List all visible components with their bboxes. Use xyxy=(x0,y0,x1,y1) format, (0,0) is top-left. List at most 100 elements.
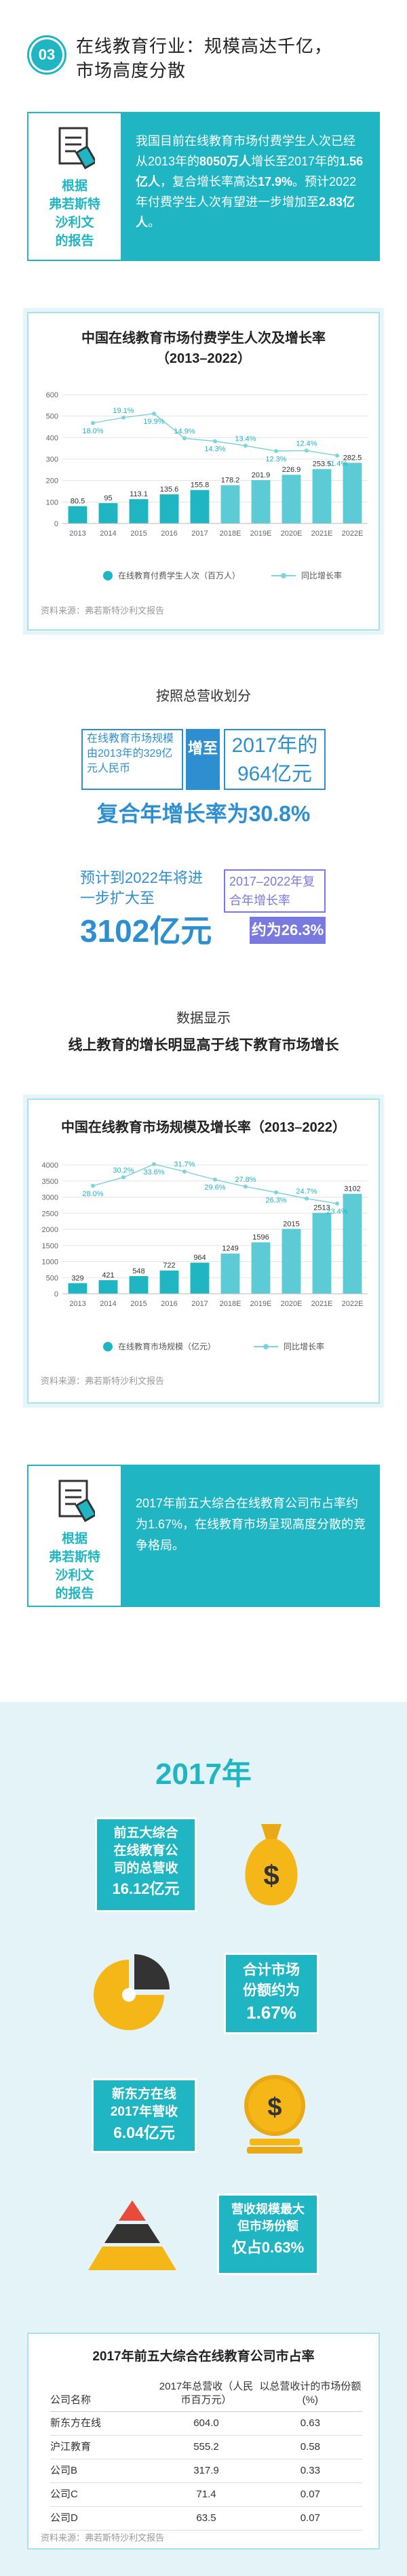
report-highlight: 1.56亿人 xyxy=(136,155,364,189)
revenue-forecast-value: 3102亿元 xyxy=(80,913,212,949)
item-text: 司的总营收 xyxy=(113,1861,178,1876)
year2017-section xyxy=(0,1702,407,2394)
report-badge-text: 根据 弗若斯特 沙利文 的报告 xyxy=(28,1530,121,1603)
revenue-heading: 按照总营收划分 xyxy=(156,689,251,704)
bar-value-label: 1249 xyxy=(222,1245,238,1253)
item-text: 新东方在线 xyxy=(111,2087,176,2101)
share-table-card: 2017年前五大综合在线教育公司市占率 公司名称 2017年总营收（人民币百万元… xyxy=(27,2333,380,2550)
table-cell: 0.07 xyxy=(258,2506,362,2531)
bar xyxy=(159,1270,179,1294)
item-text: 但市场份额 xyxy=(237,2219,298,2233)
y-tick-label: 100 xyxy=(46,498,58,507)
share-table: 公司名称 2017年总营收（人民币百万元） 以总营收计的市场份额(%) 新东方在… xyxy=(50,2376,362,2531)
table-cell: 555.2 xyxy=(154,2435,258,2459)
growth-rate-label: 28.0% xyxy=(82,1190,103,1198)
bar-value-label: 253.5 xyxy=(313,460,332,469)
report-text-part: 。 xyxy=(148,216,160,229)
item-value: 仅占0.63% xyxy=(231,2239,305,2256)
bar-value-label: 226.9 xyxy=(282,466,301,474)
y-tick-label: 4000 xyxy=(42,1162,58,1170)
y-tick-label: 300 xyxy=(46,456,58,464)
x-tick-label: 2019E xyxy=(250,530,272,538)
y-tick-label: 3000 xyxy=(42,1194,58,1202)
year2017-title: 2017年 xyxy=(155,1758,252,1791)
bar xyxy=(220,485,240,523)
report-text-share: 2017年前五大综合在线教育公司市占率约为1.67%，在线教育市场呈现高度分散的… xyxy=(136,1497,366,1552)
y-tick-label: 2500 xyxy=(42,1210,58,1218)
report-document-icon xyxy=(58,127,95,170)
legend-line-label: 同比增长率 xyxy=(284,1342,325,1351)
bar xyxy=(220,1253,240,1294)
y-tick-label: 3500 xyxy=(42,1178,58,1186)
table-cell: 63.5 xyxy=(154,2506,258,2531)
x-tick-label: 2014 xyxy=(100,1300,116,1308)
x-tick-label: 2017 xyxy=(191,1300,208,1308)
bar-value-label: 178.2 xyxy=(221,477,240,485)
badge-line: 沙利文 xyxy=(55,216,94,230)
table-header-cell: 公司名称 xyxy=(50,2376,155,2412)
item-largest-share: 营收规模最大 但市场份额 仅占0.63% xyxy=(217,2194,319,2275)
x-tick-label: 2016 xyxy=(161,1300,177,1308)
section-number-badge: 03 xyxy=(27,35,66,75)
x-tick-label: 2022E xyxy=(342,530,364,538)
revenue-end-box: 2017年的964亿元 xyxy=(224,729,326,790)
badge-line: 根据 xyxy=(61,179,88,193)
chart2-source: 资料来源：弗若斯特沙利文报告 xyxy=(41,1376,165,1386)
growth-rate-label: 29.6% xyxy=(204,1184,225,1192)
bar xyxy=(312,1212,332,1294)
pyramid-icon xyxy=(88,2200,176,2270)
report-badge-text: 根据 弗若斯特 沙利文 的报告 xyxy=(28,177,121,250)
table-row: 新东方在线 604.0 0.63 xyxy=(50,2411,362,2436)
x-tick-label: 2015 xyxy=(130,530,147,538)
growth-rate-label: 27.8% xyxy=(235,1176,256,1184)
chart-market-frame: 中国在线教育市场规模及增长率（2013–2022） 0 500 1000 1500 20… xyxy=(27,1098,380,1404)
table-header-cell: 以总营收计的市场份额(%) xyxy=(258,2376,362,2412)
growth-rate-point xyxy=(152,1162,156,1166)
growth-rate-point xyxy=(305,1196,309,1201)
x-tick-label: 2018E xyxy=(220,530,241,538)
report-highlight: 2.83亿人 xyxy=(136,195,355,229)
x-tick-label: 2017 xyxy=(191,530,208,538)
table-source: 资料来源：弗若斯特沙利文报告 xyxy=(41,2533,165,2543)
growth-rate-label: 13.4% xyxy=(235,435,256,443)
item-total-revenue: 前五大综合 在线教育公 司的总营收 16.12亿元 xyxy=(95,1817,197,1912)
table-cell: 0.07 xyxy=(258,2482,362,2507)
share-table-title: 2017年前五大综合在线教育公司市占率 xyxy=(92,2350,315,2364)
bar-value-label: 80.5 xyxy=(71,498,85,506)
x-tick-label: 2014 xyxy=(100,530,116,538)
growth-rate-label: 12.4% xyxy=(296,440,317,448)
item-xdf-revenue: 新东方在线 2017年营收 6.04亿元 xyxy=(92,2078,197,2153)
table-row: 公司B 317.9 0.33 xyxy=(50,2459,362,2483)
item-text: 在线教育公 xyxy=(113,1844,178,1858)
legend-bar-swatch xyxy=(103,570,113,580)
item-text: 营收规模最大 xyxy=(231,2202,305,2216)
svg-text:$: $ xyxy=(263,1859,279,1891)
growth-rate-label: 19.1% xyxy=(113,407,134,415)
chart1-title-line2: （2013–2022） xyxy=(155,351,252,366)
x-tick-label: 2013 xyxy=(69,1300,85,1308)
chart1-title-line1: 中国在线教育市场付费学生人次及增长率 xyxy=(81,331,326,346)
growth-rate-point xyxy=(305,448,309,453)
bar xyxy=(129,1275,149,1294)
legend-line-swatch xyxy=(271,572,296,578)
growth-rate-point xyxy=(244,443,248,448)
forecast-cagr-value-box: 约为26.3% xyxy=(250,917,326,944)
report-text-part: 。预计2022年付费学生人次有望进一步增加至 xyxy=(136,175,357,209)
growth-rate-label: 14.9% xyxy=(174,427,195,435)
y-tick-label: 500 xyxy=(46,413,58,421)
revenue-forecast-text: 预计到2022年将进一步扩大至 xyxy=(80,869,203,907)
table-row: 公司D 63.5 0.07 xyxy=(50,2506,362,2531)
bar-value-label: 282.5 xyxy=(343,454,362,462)
x-tick-label: 2020E xyxy=(281,530,303,538)
chart1-title: 中国在线教育市场付费学生人次及增长率 （2013–2022） xyxy=(28,328,379,369)
growth-rate-point xyxy=(121,415,125,420)
money-bag-icon: $ xyxy=(245,1824,298,1905)
table-header-cell: 2017年总营收（人民币百万元） xyxy=(154,2376,258,2412)
table-cell: 0.33 xyxy=(258,2459,362,2483)
bar-value-label: 2513 xyxy=(313,1204,330,1212)
growth-rate-point xyxy=(91,1183,95,1188)
item-text: 份额约为 xyxy=(243,1983,300,1998)
y-tick-label: 600 xyxy=(46,391,58,399)
bar xyxy=(98,1280,118,1294)
chart2-plot: 0 500 1000 1500 2000 2500 3000 3500 4000 329 2013 4… xyxy=(42,1161,368,1308)
